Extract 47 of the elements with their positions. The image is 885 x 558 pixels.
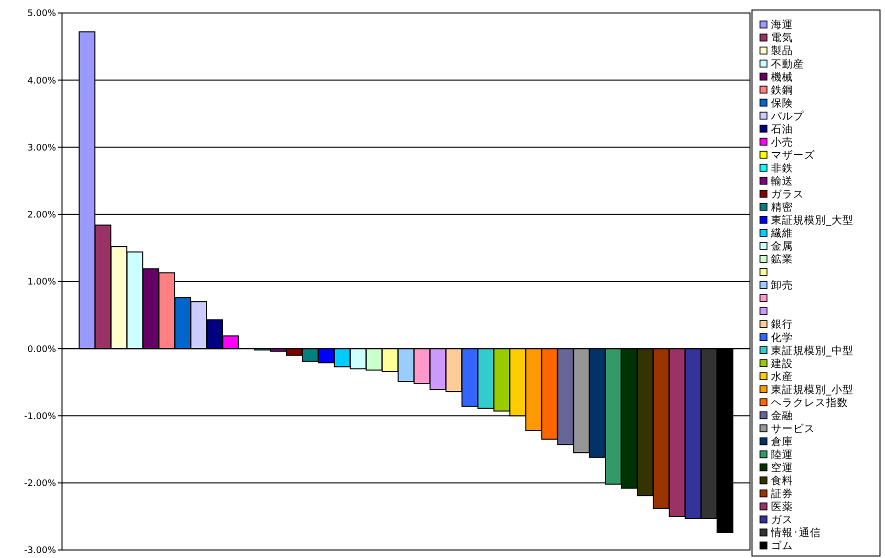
legend-label: ヘラクレス指数 xyxy=(771,396,848,409)
legend-label: 化学 xyxy=(771,332,793,344)
legend-label: 精密 xyxy=(771,200,793,214)
legend-label: 小売 xyxy=(771,135,793,148)
y-tick-label: -1.00% xyxy=(24,412,56,422)
legend-label: 卸売 xyxy=(771,278,793,292)
legend-label: 金融 xyxy=(771,410,793,422)
legend-label: 食料 xyxy=(771,474,793,488)
legend-label: 医薬 xyxy=(771,500,793,514)
y-tick-label: 0.00% xyxy=(27,344,56,355)
y-tick-label: 1.00% xyxy=(27,278,56,288)
legend-label: 輸送 xyxy=(771,175,793,188)
legend-label: 金属 xyxy=(771,240,793,253)
legend-label: 製品 xyxy=(771,44,793,58)
legend-label: 鉱業 xyxy=(771,252,793,266)
y-tick-label: 4.00% xyxy=(27,76,56,86)
legend-label: 保険 xyxy=(771,97,793,110)
legend-label: 空運 xyxy=(771,461,793,474)
legend-label: 建設 xyxy=(770,356,793,370)
legend-label: ガラス xyxy=(771,188,804,201)
legend-label: 電気 xyxy=(771,32,793,44)
legend-label: 証券 xyxy=(771,487,793,500)
legend-label: 不動産 xyxy=(771,57,804,70)
legend-label: 東証規模別_中型 xyxy=(771,344,854,357)
legend-label: 情報･通信 xyxy=(770,526,821,540)
legend-label: マザーズ xyxy=(771,149,816,162)
legend-label: 機械 xyxy=(771,70,793,84)
legend-label: 東証規模別_大型 xyxy=(771,214,854,227)
y-tick-label: 3.00% xyxy=(27,143,56,154)
legend-label: 繊維 xyxy=(770,226,793,240)
y-tick-label: 5.00% xyxy=(27,9,56,20)
legend-label: 陸運 xyxy=(771,448,793,461)
legend-label: ガス xyxy=(771,514,793,526)
legend-label: 倉庫 xyxy=(771,434,793,448)
legend-label: 非鉄 xyxy=(771,161,793,174)
legend-label: パルプ xyxy=(770,109,805,122)
legend-label: 鉄鋼 xyxy=(771,84,793,96)
legend-label: サービス xyxy=(771,422,815,435)
legend-label: 海運 xyxy=(771,19,793,32)
legend-label: 水産 xyxy=(771,370,793,383)
y-tick-label: 2.00% xyxy=(27,210,56,221)
legend-label: 石油 xyxy=(771,122,793,136)
legend-label: ゴム xyxy=(771,540,793,552)
legend-label: 東証規模別_小型 xyxy=(771,382,854,396)
y-tick-label: -3.00% xyxy=(24,546,56,556)
y-tick-label: -2.00% xyxy=(24,479,56,490)
legend-label: 銀行 xyxy=(771,318,793,331)
